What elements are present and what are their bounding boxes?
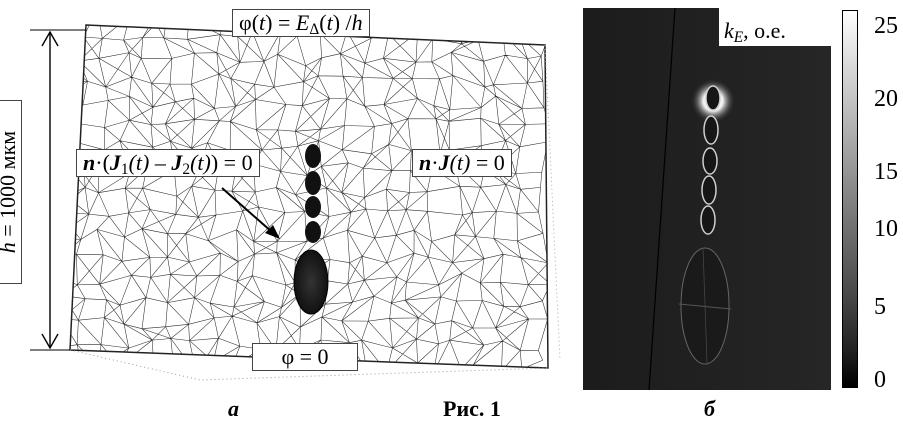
colorbar-tick: 25 (874, 13, 898, 39)
colorbar-tick: 0 (874, 367, 886, 393)
interface-boundary-condition: n·(J1(t) – J2(t)) = 0 (76, 149, 260, 177)
panel-a-caption: а (228, 396, 239, 421)
height-label: h = 1000 мкм (0, 100, 22, 284)
mesh-edges (70, 25, 548, 368)
inclusion-chain (293, 144, 329, 315)
panel-b-caption: б (704, 396, 715, 421)
colorbar-tick: 10 (874, 216, 898, 242)
colorbar-tick: 20 (874, 86, 898, 112)
colorbar-tick: 15 (874, 159, 898, 185)
outer-boundary-condition: n·J(t) = 0 (412, 149, 512, 177)
interface-arrow (221, 187, 280, 239)
field-map (583, 8, 831, 390)
colorbar-tick: 5 (874, 294, 886, 320)
top-boundary-condition: φ(t) = EΔ(t) /h (232, 9, 370, 37)
bottom-boundary-condition: φ = 0 (252, 343, 358, 371)
field-coefficient-label: kE, о.е. (724, 18, 786, 46)
mesh-illustration (30, 24, 561, 381)
figure-caption: Рис. 1 (443, 396, 501, 421)
height-arrow (30, 29, 86, 351)
colorbar (842, 10, 858, 388)
